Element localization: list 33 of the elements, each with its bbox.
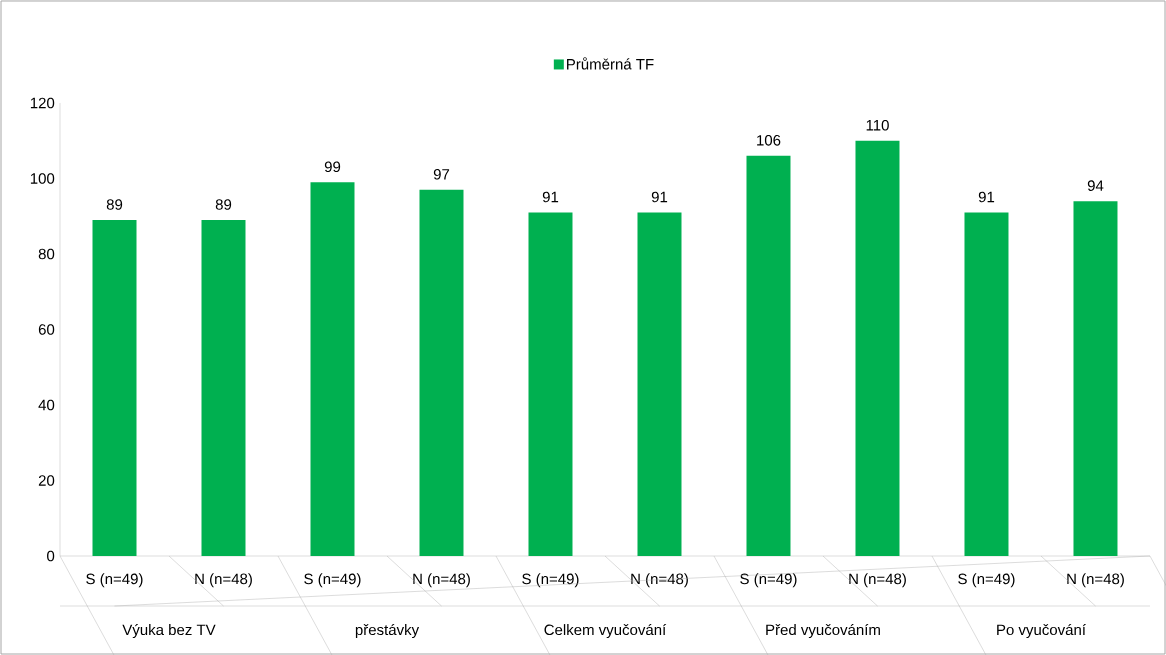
- x-tick-label: S (n=49): [304, 573, 361, 588]
- data-label: 89: [215, 199, 232, 210]
- text: Výuka bez TV: [122, 623, 216, 639]
- data-label: 97: [433, 169, 450, 180]
- data-label: 110: [866, 119, 889, 131]
- text: přestávky: [355, 623, 420, 639]
- x-tick-label: N (n=48): [195, 573, 252, 588]
- x-tick-label: S (n=49): [86, 573, 143, 588]
- x-tick-label: N (n=48): [1067, 573, 1124, 588]
- x-tick-label: N (n=48): [413, 573, 470, 588]
- y-tick-label: 80: [38, 248, 55, 260]
- legend-label: Průměrná TF: [567, 57, 654, 70]
- text: Po vyučování: [997, 623, 1086, 639]
- data-label: 91: [651, 191, 668, 203]
- data-label: 91: [542, 191, 559, 203]
- x-tick-label: N (n=48): [631, 573, 688, 588]
- y-tick-label: 120: [30, 97, 55, 109]
- data-label: 89: [106, 199, 123, 210]
- data-label: 94: [1087, 180, 1104, 191]
- data-label: 99: [324, 161, 341, 173]
- data-label: 91: [978, 191, 995, 203]
- y-tick-label: 0: [47, 550, 55, 562]
- data-label: 106: [757, 135, 781, 146]
- x-tick-label: S (n=49): [740, 573, 797, 588]
- text: Celkem vyučování: [544, 623, 667, 639]
- y-tick-label: 60: [38, 324, 55, 335]
- y-tick-label: 100: [30, 173, 55, 184]
- x-tick-label: N (n=48): [849, 573, 906, 588]
- x-tick-label: S (n=49): [958, 573, 1015, 588]
- text: Před vyučováním: [766, 623, 880, 639]
- x-tick-label: S (n=49): [522, 573, 579, 588]
- y-tick-label: 20: [38, 475, 55, 486]
- y-tick-label: 40: [38, 399, 55, 411]
